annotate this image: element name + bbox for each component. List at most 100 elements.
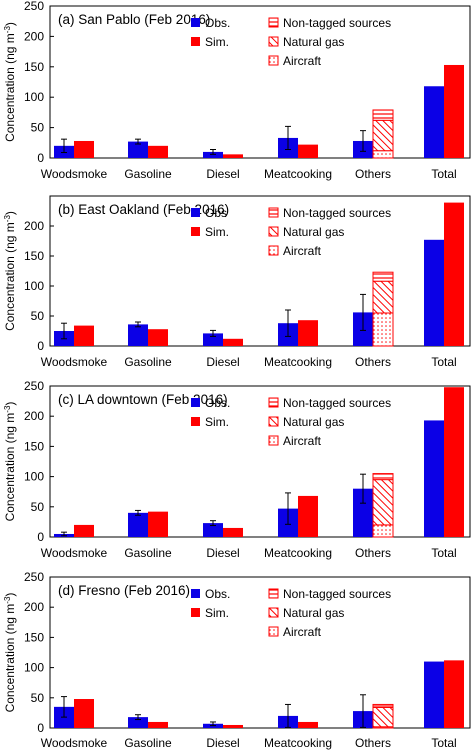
category-label: Woodsmoke <box>41 167 108 181</box>
sim-bar <box>148 145 168 158</box>
legend-label-obs: Obs. <box>205 587 230 601</box>
legend-label-aircraft: Aircraft <box>283 625 322 639</box>
legend-swatch <box>268 607 279 618</box>
legend-label-aircraft: Aircraft <box>283 434 322 448</box>
category-label: Gasoline <box>124 167 172 181</box>
category-label: Meatcooking <box>264 546 332 560</box>
obs-bar <box>353 488 373 537</box>
y-axis-label: Concentration (ng m-3) <box>3 402 17 522</box>
sim-bar <box>298 721 318 728</box>
legend-swatch <box>268 207 279 218</box>
sim-bar <box>223 724 243 728</box>
stack-segment <box>372 703 394 708</box>
legend-swatch-sim <box>191 608 200 617</box>
y-tick-label: 150 <box>24 439 44 453</box>
legend-swatch-obs <box>191 589 200 598</box>
y-tick-label: 0 <box>37 530 44 544</box>
legend-label-aircraft: Aircraft <box>283 54 322 68</box>
legend-label-nontagged: Non-tagged sources <box>283 16 391 30</box>
sim-bar <box>74 524 94 537</box>
obs-bar <box>203 151 223 158</box>
chart-title: (d) Fresno (Feb 2016) <box>58 583 190 598</box>
y-tick-label: 100 <box>24 90 44 104</box>
legend-swatch-sim <box>191 37 200 46</box>
category-label: Meatcooking <box>264 355 332 369</box>
legend-swatch <box>268 55 279 66</box>
y-tick-label: 50 <box>31 309 45 323</box>
category-label: Total <box>431 167 456 181</box>
y-tick-label: 200 <box>24 29 44 43</box>
legend-label-nontagged: Non-tagged sources <box>283 206 391 220</box>
y-axis-label: Concentration (ng m-3) <box>3 22 17 142</box>
legend: Obs. Sim. Non-tagged sources Natural gas Air… <box>191 587 391 639</box>
y-tick-label: 100 <box>24 279 44 293</box>
category-label: Others <box>355 167 391 181</box>
category-label: Woodsmoke <box>41 736 108 750</box>
category-label: Total <box>431 736 456 750</box>
y-tick-label: 50 <box>31 691 45 705</box>
y-tick-label: 100 <box>24 661 44 675</box>
legend: Obs. Sim. Non-tagged sources Natural gas Air… <box>191 396 391 448</box>
y-tick-label: 200 <box>24 219 44 233</box>
y-tick-label: 100 <box>24 470 44 484</box>
category-label: Diesel <box>206 736 239 750</box>
legend-swatch <box>268 245 279 256</box>
stack-segment <box>372 271 394 282</box>
legend-swatch-obs <box>191 18 200 27</box>
sim-bar <box>223 527 243 537</box>
sim-bar <box>148 511 168 537</box>
sim-bar <box>444 387 464 537</box>
category-label: Meatcooking <box>264 736 332 750</box>
obs-bar <box>203 523 223 537</box>
sim-bar <box>298 144 318 158</box>
chart-title: (b) East Oakland (Feb 2016) <box>58 202 229 217</box>
chart-panel: 0 50 100 150 200 (b) East Oakland (Feb 2016) C… <box>3 195 471 369</box>
sim-bar <box>298 320 318 346</box>
obs-bar <box>128 717 148 728</box>
obs-bar <box>424 420 444 537</box>
sim-bar <box>444 64 464 158</box>
category-label: Diesel <box>206 546 239 560</box>
y-tick-label: 150 <box>24 249 44 263</box>
chart-panel: 0 50 100 150 200 250 (d) Fresno (Feb 2016) Conc… <box>3 570 471 750</box>
y-tick-label: 50 <box>31 500 45 514</box>
plot-frame <box>49 5 471 159</box>
category-label: Gasoline <box>124 736 172 750</box>
stack-segment <box>372 150 394 159</box>
obs-bar <box>128 512 148 537</box>
category-label: Woodsmoke <box>41 546 108 560</box>
y-tick-label: 250 <box>24 570 44 584</box>
obs-bar <box>424 86 444 158</box>
sim-bar <box>74 699 94 728</box>
legend-label-sim: Sim. <box>205 225 229 239</box>
obs-bar <box>424 239 444 346</box>
sim-bar <box>444 202 464 346</box>
category-label: Total <box>431 546 456 560</box>
legend-label-obs: Obs. <box>205 16 230 30</box>
sim-bar <box>74 140 94 158</box>
y-axis-label: Concentration (ng m-3) <box>3 211 17 331</box>
category-label: Diesel <box>206 355 239 369</box>
chart-panel: 0 50 100 150 200 250 (c) LA downtown (Feb 2016… <box>3 379 471 560</box>
y-tick-label: 150 <box>24 630 44 644</box>
plot-frame <box>49 195 471 347</box>
chart-title: (a) San Pablo (Feb 2016) <box>58 12 210 27</box>
obs-bar <box>203 333 223 346</box>
legend-swatch <box>268 588 279 599</box>
category-label: Woodsmoke <box>41 355 108 369</box>
category-label: Total <box>431 355 456 369</box>
legend-swatch-sim <box>191 417 200 426</box>
stack-segment <box>372 109 394 121</box>
chart-title: (c) LA downtown (Feb 2016) <box>58 392 228 407</box>
legend-label-sim: Sim. <box>205 606 229 620</box>
legend-label-sim: Sim. <box>205 415 229 429</box>
plot-frame <box>49 576 471 729</box>
category-label: Others <box>355 546 391 560</box>
legend-swatch <box>268 226 279 237</box>
obs-bar <box>128 141 148 158</box>
obs-bar <box>424 661 444 728</box>
category-label: Gasoline <box>124 355 172 369</box>
legend-label-natural-gas: Natural gas <box>283 415 344 429</box>
stack-segment <box>372 312 394 347</box>
y-axis-label: Concentration (ng m-3) <box>3 593 17 713</box>
